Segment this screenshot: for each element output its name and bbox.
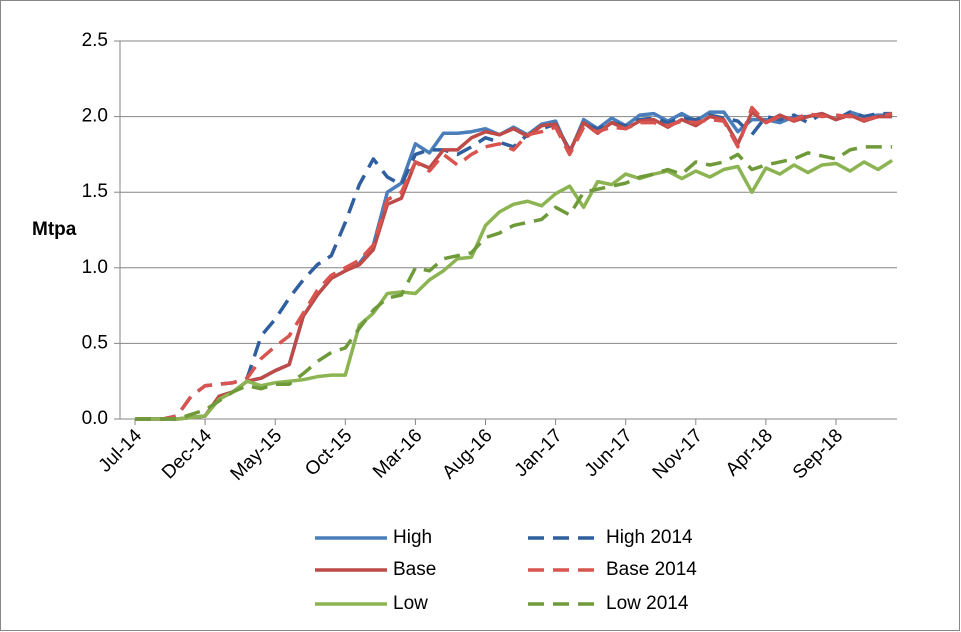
y-tick-label: 0.5 — [82, 332, 108, 353]
legend-label: High — [393, 527, 432, 548]
legend-label: Low — [393, 593, 428, 614]
series-line — [135, 145, 893, 421]
y-tick-label: 1.5 — [82, 181, 108, 202]
legend-label: High 2014 — [606, 527, 693, 548]
legend-label: Low 2014 — [606, 593, 689, 614]
series-line — [135, 105, 893, 421]
series-line — [135, 110, 893, 421]
legend-label: Base 2014 — [606, 559, 697, 580]
series-line — [135, 158, 894, 421]
y-tick-label: 1.0 — [82, 257, 108, 278]
y-tick-label: 2.5 — [82, 30, 108, 51]
y-tick-label: 2.0 — [82, 106, 108, 127]
y-axis-label: Mtpa — [32, 219, 77, 240]
legend-label: Base — [393, 559, 436, 580]
y-tick-label: 0.0 — [82, 408, 108, 429]
